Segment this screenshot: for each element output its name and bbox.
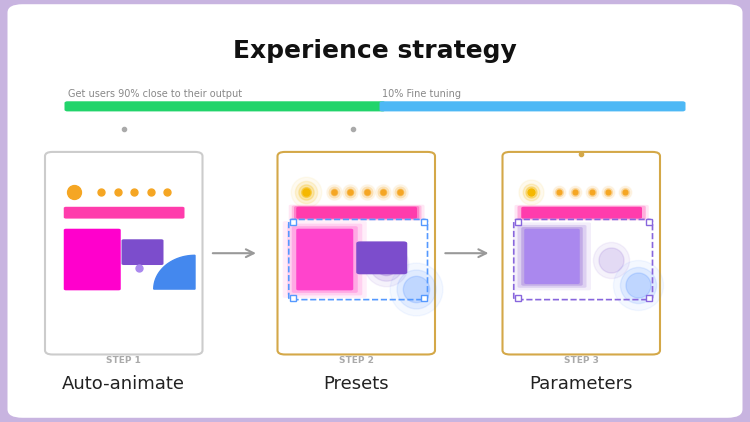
Polygon shape — [154, 255, 195, 289]
Text: Auto-animate: Auto-animate — [62, 375, 185, 393]
FancyBboxPatch shape — [292, 226, 358, 293]
FancyBboxPatch shape — [518, 225, 586, 288]
FancyBboxPatch shape — [8, 4, 742, 418]
FancyBboxPatch shape — [292, 206, 422, 220]
FancyBboxPatch shape — [64, 207, 184, 219]
FancyBboxPatch shape — [521, 227, 583, 286]
Text: STEP 1: STEP 1 — [106, 356, 141, 365]
FancyBboxPatch shape — [524, 229, 580, 284]
Text: STEP 2: STEP 2 — [339, 356, 374, 365]
FancyBboxPatch shape — [289, 205, 424, 221]
Text: STEP 3: STEP 3 — [564, 356, 598, 365]
FancyBboxPatch shape — [64, 229, 121, 290]
Text: Get users 90% close to their output: Get users 90% close to their output — [68, 89, 242, 99]
FancyBboxPatch shape — [64, 101, 386, 111]
FancyBboxPatch shape — [296, 229, 353, 290]
FancyBboxPatch shape — [122, 239, 164, 265]
FancyBboxPatch shape — [518, 206, 646, 220]
FancyBboxPatch shape — [521, 207, 642, 219]
FancyBboxPatch shape — [513, 222, 591, 290]
Text: 10% Fine tuning: 10% Fine tuning — [382, 89, 461, 99]
FancyBboxPatch shape — [514, 205, 649, 220]
Text: Presets: Presets — [323, 375, 389, 393]
FancyBboxPatch shape — [356, 241, 407, 274]
FancyBboxPatch shape — [380, 101, 686, 111]
FancyBboxPatch shape — [45, 152, 203, 354]
FancyBboxPatch shape — [283, 221, 367, 298]
Text: Experience strategy: Experience strategy — [233, 39, 517, 62]
Text: Parameters: Parameters — [530, 375, 633, 393]
FancyBboxPatch shape — [296, 207, 417, 219]
FancyBboxPatch shape — [278, 152, 435, 354]
FancyBboxPatch shape — [294, 206, 419, 219]
FancyBboxPatch shape — [287, 224, 362, 295]
FancyBboxPatch shape — [503, 152, 660, 354]
